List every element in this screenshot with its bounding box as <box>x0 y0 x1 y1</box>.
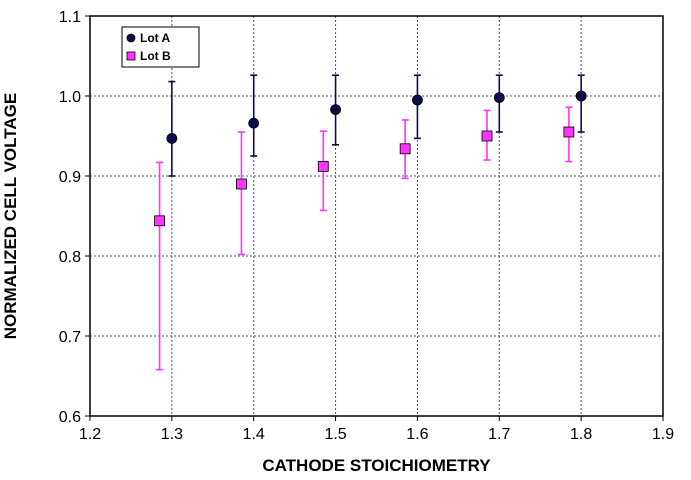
x-axis-ticks: 1.2 1.3 1.4 1.5 1.6 1.7 1.8 1.9 <box>79 416 674 443</box>
x-tick-label: 1.9 <box>652 426 674 443</box>
plot-frame <box>89 15 664 417</box>
legend-label: Lot B <box>140 49 171 63</box>
legend-marker-square <box>126 51 136 61</box>
legend-label: Lot A <box>140 31 171 45</box>
data-point-square <box>236 178 247 190</box>
series-lot-a <box>166 74 587 177</box>
y-tick-label: 0.6 <box>59 409 81 426</box>
data-point-circle <box>166 132 178 144</box>
data-point-square <box>154 215 165 227</box>
x-tick-label: 1.4 <box>243 426 265 443</box>
y-tick-label: 1.0 <box>59 89 81 106</box>
legend-marker-circle <box>126 33 136 43</box>
x-tick-label: 1.2 <box>79 426 101 443</box>
data-point-circle <box>330 104 341 115</box>
data-point-circle <box>412 94 423 106</box>
x-tick-label: 1.8 <box>570 426 592 443</box>
x-tick-label: 1.7 <box>488 426 510 443</box>
y-tick-label: 0.8 <box>59 249 81 266</box>
data-point-square <box>481 130 493 142</box>
data-point-circle <box>575 90 587 102</box>
y-tick-label: 1.1 <box>59 9 81 26</box>
series-layer <box>154 74 587 371</box>
x-axis-label: CATHODE STOICHIOMETRY <box>262 456 491 475</box>
y-axis-ticks: 0.6 0.7 0.8 0.9 1.0 1.1 <box>59 9 90 426</box>
y-axis-label: NORMALIZED CELL VOLTAGE <box>1 93 20 340</box>
data-point-square <box>563 126 575 138</box>
x-tick-label: 1.3 <box>161 426 183 443</box>
legend: Lot A Lot B <box>121 26 200 68</box>
data-point-square <box>317 160 329 172</box>
y-tick-label: 0.9 <box>59 169 81 186</box>
x-tick-label: 1.6 <box>406 426 428 443</box>
grid-lines <box>90 16 663 416</box>
data-point-circle <box>493 92 505 103</box>
series-lot-b <box>154 106 575 371</box>
x-tick-label: 1.5 <box>324 426 346 443</box>
data-point-square <box>399 143 411 155</box>
data-point-circle <box>248 117 260 129</box>
y-tick-label: 0.7 <box>59 329 81 346</box>
